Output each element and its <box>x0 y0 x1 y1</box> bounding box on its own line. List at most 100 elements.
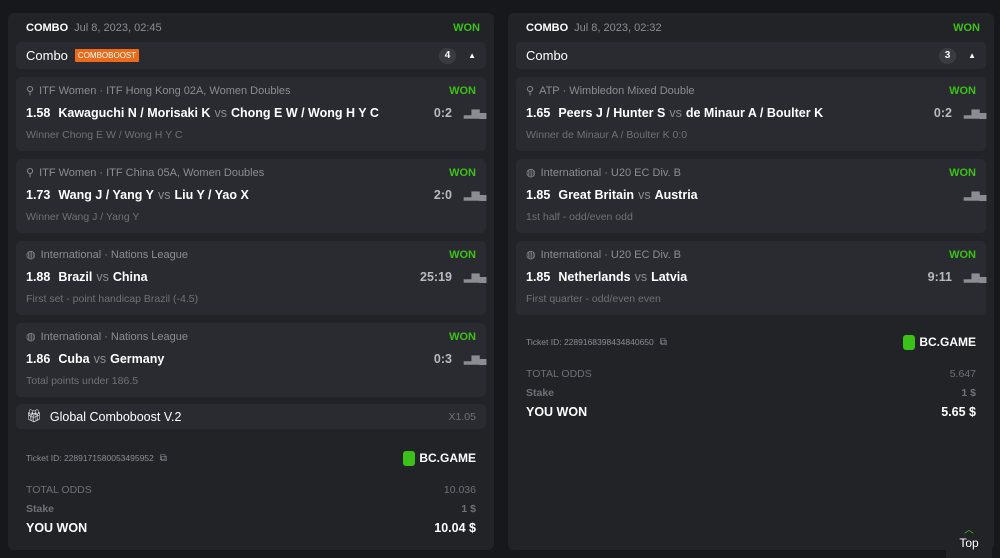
league: International · Nations League <box>40 330 188 343</box>
stats-icon[interactable]: ▂▆▄ <box>964 107 987 119</box>
score: 0:3 <box>433 352 452 366</box>
combo-toggle[interactable]: Combo 3 ▲ <box>516 42 986 69</box>
status-badge: WON <box>953 21 980 34</box>
leg-status: WON <box>449 330 476 343</box>
vs: vs <box>638 188 651 202</box>
away-team[interactable]: Austria <box>654 188 698 202</box>
away-team[interactable]: Latvia <box>651 270 688 284</box>
status-badge: WON <box>453 21 480 34</box>
total-odds: 10.036 <box>443 483 476 496</box>
tennis-icon: ⚲ <box>26 85 35 97</box>
ticket-id: Ticket ID: 2289168398434840650 <box>526 337 654 347</box>
leg-status: WON <box>949 84 976 97</box>
away-team[interactable]: de Minaur A / Boulter K <box>685 106 824 120</box>
odds: 1.65 <box>526 106 551 120</box>
vs: vs <box>214 106 227 120</box>
bet-leg: ⚲ ITF Women · ITF China 05A, Women Double… <box>16 159 486 233</box>
bet-leg: ⚲ ITF Women · ITF Hong Kong 02A, Women Do… <box>16 77 486 151</box>
league: ITF Women · ITF China 05A, Women Doubles <box>39 166 265 179</box>
league: International · U20 EC Div. B <box>540 166 682 179</box>
odds: 1.85 <box>526 270 551 284</box>
leg-status: WON <box>949 248 976 261</box>
home-team[interactable]: Brazil <box>58 270 93 284</box>
copy-icon[interactable]: ⧉ <box>659 336 667 348</box>
market: First set - point handicap Brazil (-4.5) <box>26 293 199 305</box>
bet-leg: ◍ International · Nations League WON 1.88 B… <box>16 241 486 315</box>
home-team[interactable]: Wang J / Yang Y <box>58 188 154 202</box>
vs: vs <box>634 270 648 284</box>
bet-leg: ◍ International · U20 EC Div. B WON 1.85 Gr… <box>516 159 986 233</box>
caret-up-icon: ▲ <box>968 51 976 60</box>
copy-icon[interactable]: ⧉ <box>159 452 167 464</box>
odds: 1.58 <box>26 106 51 120</box>
stake: 1 $ <box>961 386 976 399</box>
bc-game-logo: BC.GAME <box>903 334 976 350</box>
score: 9:11 <box>927 270 952 284</box>
stats-icon[interactable]: ▂▆▄ <box>964 271 987 283</box>
home-team[interactable]: Peers J / Hunter S <box>558 106 666 120</box>
won-label: YOU WON <box>26 520 88 535</box>
leg-status: WON <box>449 84 476 97</box>
total-odds-label: TOTAL ODDS <box>526 367 592 380</box>
bet-ticket: COMBO Jul 8, 2023, 02:45 WON Combo COMBOBOO… <box>8 13 494 550</box>
stats-icon[interactable]: ▂▆▄ <box>464 107 487 119</box>
boost-label: Global Comboboost V.2 <box>49 409 182 424</box>
vs: vs <box>669 106 682 120</box>
market: Winner Chong E W / Wong H Y C <box>26 129 183 141</box>
tennis-icon: ⚲ <box>26 167 35 179</box>
comboboost-row: 🎁︎ Global Comboboost V.2 X1.05 <box>16 404 486 429</box>
total-odds: 5.647 <box>949 367 976 380</box>
leg-status: WON <box>449 166 476 179</box>
score: 2:0 <box>433 188 452 202</box>
odds: 1.85 <box>526 188 551 202</box>
volleyball-icon: ◍ <box>26 249 36 261</box>
stats-icon[interactable]: ▂▆▄ <box>464 271 487 283</box>
market: Winner Wang J / Yang Y <box>26 211 140 223</box>
home-team[interactable]: Kawaguchi N / Morisaki K <box>58 106 211 120</box>
odds: 1.88 <box>26 270 51 284</box>
bet-type: COMBO <box>26 21 69 34</box>
away-team[interactable]: Germany <box>110 352 165 366</box>
league: International · Nations League <box>40 248 188 261</box>
league: ITF Women · ITF Hong Kong 02A, Women Dou… <box>39 84 291 97</box>
stats-icon[interactable]: ▂▆▄ <box>964 189 987 201</box>
stake-label: Stake <box>26 502 55 515</box>
league: International · U20 EC Div. B <box>540 248 682 261</box>
home-team[interactable]: Cuba <box>58 352 90 366</box>
basketball-icon: ◍ <box>526 249 536 261</box>
combo-label: Combo <box>26 48 68 63</box>
combo-toggle[interactable]: Combo COMBOBOOST 4 ▲ <box>16 42 486 69</box>
stats-icon[interactable]: ▂▆▄ <box>464 189 487 201</box>
won-amount: 5.65 $ <box>941 404 976 419</box>
scroll-top-button[interactable]: ︿ Top <box>946 520 992 558</box>
bc-game-logo: BC.GAME <box>403 450 476 466</box>
away-team[interactable]: Liu Y / Yao X <box>174 188 249 202</box>
bet-type: COMBO <box>526 21 569 34</box>
won-label: YOU WON <box>526 404 588 419</box>
home-team[interactable]: Netherlands <box>558 270 631 284</box>
vs: vs <box>93 352 107 366</box>
bet-date: Jul 8, 2023, 02:45 <box>74 21 162 34</box>
stake: 1 $ <box>461 502 476 515</box>
home-team[interactable]: Great Britain <box>558 188 635 202</box>
score: 0:2 <box>433 106 452 120</box>
leg-count: 4 <box>439 47 457 64</box>
volleyball-icon: ◍ <box>26 331 36 343</box>
bet-leg: ⚲ ATP · Wimbledon Mixed Double WON 1.65 Pee… <box>516 77 986 151</box>
away-team[interactable]: Chong E W / Wong H Y C <box>230 106 379 120</box>
leg-status: WON <box>449 248 476 261</box>
gift-icon: 🎁︎ <box>26 409 42 423</box>
stats-icon[interactable]: ▂▆▄ <box>464 353 487 365</box>
market: Total points under 186.5 <box>26 375 139 387</box>
chevron-up-icon: ︿ <box>964 525 974 536</box>
comboboost-badge: COMBOBOOST <box>74 49 140 62</box>
score: 25:19 <box>420 270 452 284</box>
ticket-id: Ticket ID: 2289171580053495952 <box>26 453 154 463</box>
bet-date: Jul 8, 2023, 02:32 <box>574 21 662 34</box>
score: 0:2 <box>933 106 952 120</box>
basketball-icon: ◍ <box>526 167 536 179</box>
stake-label: Stake <box>526 386 555 399</box>
odds: 1.73 <box>26 188 51 202</box>
bet-leg: ◍ International · Nations League WON 1.86 C… <box>16 323 486 397</box>
away-team[interactable]: China <box>112 270 148 284</box>
